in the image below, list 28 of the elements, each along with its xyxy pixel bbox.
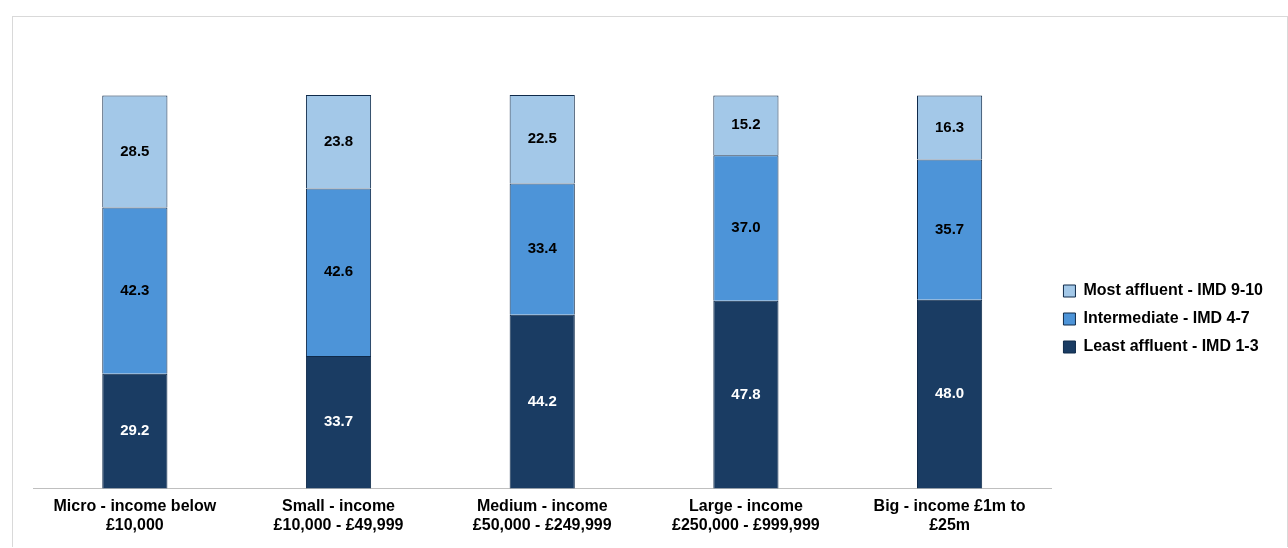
category-label: £50,000 - £249,999 xyxy=(472,515,612,533)
category-label: £250,000 - £999,999 xyxy=(672,515,820,533)
data-label: 33.7 xyxy=(323,412,354,430)
category-label: Large - income xyxy=(689,496,803,514)
data-label: 16.3 xyxy=(934,117,965,135)
data-label: 33.4 xyxy=(527,239,558,257)
data-label: 42.6 xyxy=(323,262,354,280)
data-label: 23.8 xyxy=(323,131,354,149)
category-label: £25m xyxy=(929,515,971,533)
data-label: 28.5 xyxy=(120,141,150,159)
legend-label: Most affluent - IMD 9-10 xyxy=(1083,281,1264,299)
data-label: 42.3 xyxy=(120,280,150,298)
legend-label: Least affluent - IMD 1-3 xyxy=(1083,337,1259,355)
data-label: 29.2 xyxy=(120,421,150,439)
legend-label: Intermediate - IMD 4-7 xyxy=(1083,309,1250,327)
data-label: 15.2 xyxy=(731,115,761,133)
data-label: 44.2 xyxy=(527,391,557,409)
category-label: £10,000 - £49,999 xyxy=(273,515,404,533)
category-label: Medium - income xyxy=(476,496,608,514)
data-label: 22.5 xyxy=(527,129,557,147)
category-label: Big - income £1m to xyxy=(873,496,1026,514)
data-label: 47.8 xyxy=(731,384,761,402)
data-label: 48.0 xyxy=(934,384,965,402)
data-label: 35.7 xyxy=(934,219,965,237)
category-label: £10,000 xyxy=(105,515,164,533)
category-label: Small - income xyxy=(282,496,395,514)
category-label: Micro - income below xyxy=(53,496,217,514)
data-label: 37.0 xyxy=(731,218,761,236)
